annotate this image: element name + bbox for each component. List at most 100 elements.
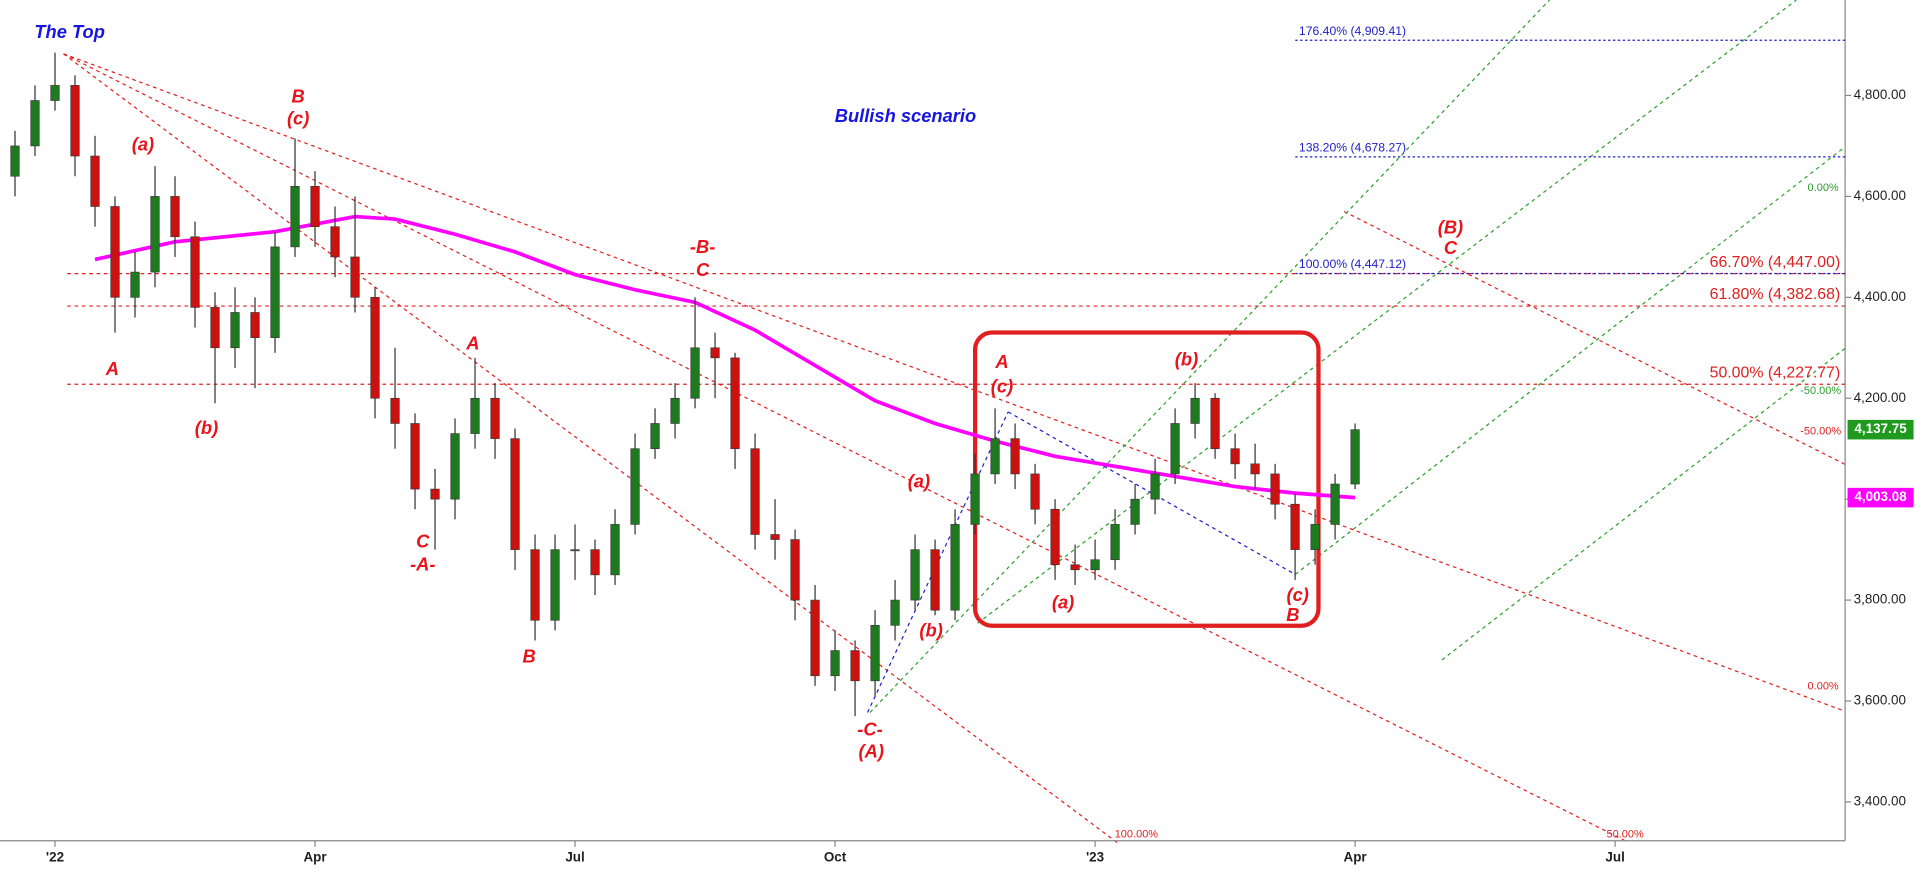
channel-line	[1343, 210, 1846, 465]
candle-body	[10, 145, 20, 177]
candle-body	[1110, 524, 1120, 561]
candle-body	[1330, 483, 1340, 525]
candle-body	[1150, 473, 1160, 500]
channel-label: 50.00%	[1607, 829, 1644, 841]
wave-label: (a)	[1052, 592, 1074, 613]
candle-body	[990, 438, 1000, 475]
candle-body	[370, 297, 380, 399]
wave-label: C	[1444, 237, 1458, 258]
fib-label: 66.70% (4,447.00)	[1710, 254, 1841, 271]
channel-label: 0.00%	[1808, 681, 1839, 693]
wave-label: -A-	[410, 554, 435, 575]
y-tick-label: 4,200.00	[1854, 390, 1906, 405]
candle-body	[430, 488, 440, 500]
candle-body	[90, 155, 100, 207]
channel-line	[977, 0, 1797, 624]
candle-body	[130, 271, 140, 298]
candle-body	[1350, 429, 1360, 485]
candle-body	[70, 85, 80, 157]
fib-label: 100.00% (4,447.12)	[1299, 257, 1406, 271]
wave-label: -C-	[857, 719, 882, 740]
candle-body	[250, 312, 260, 338]
candle-body	[1230, 448, 1240, 465]
wave-label: C	[696, 259, 710, 280]
candle-body	[1050, 508, 1060, 566]
y-tick-label: 3,400.00	[1854, 793, 1906, 808]
candle-body	[450, 433, 460, 500]
wave-label: -B-	[690, 236, 715, 257]
candle-body	[870, 625, 880, 682]
wave-label: Bullish scenario	[835, 105, 976, 126]
candle-body	[670, 397, 680, 424]
wave-label: A	[994, 351, 1008, 372]
fib-label: 138.20% (4,678.27)	[1299, 141, 1406, 155]
wave-label: C	[416, 530, 430, 551]
wave-label: B	[1286, 604, 1299, 625]
candle-body	[1310, 524, 1320, 550]
channel-label: 0.00%	[1808, 182, 1839, 194]
candle-body	[830, 650, 840, 677]
candle-body	[930, 549, 940, 611]
channel-line	[63, 53, 1846, 712]
candle-body	[470, 397, 480, 434]
candle-body	[330, 226, 340, 258]
last-price-box	[1847, 419, 1914, 440]
wave-label: A	[465, 333, 479, 354]
wave-label: B	[292, 86, 305, 107]
candle-body	[810, 599, 820, 677]
channel-label: -50.00%	[1800, 385, 1841, 397]
last-price-label: 4,137.75	[1854, 421, 1907, 436]
x-tick-label: Oct	[824, 849, 847, 864]
candle-body	[950, 524, 960, 611]
wave-label: The Top	[34, 21, 105, 42]
x-tick-label: Apr	[1344, 849, 1368, 864]
wave-label: (b)	[1175, 348, 1198, 369]
candle-body	[550, 549, 560, 621]
fib-label: 61.80% (4,382.68)	[1710, 286, 1841, 303]
fib-label: 50.00% (4,227.77)	[1710, 364, 1841, 381]
candle-body	[410, 423, 420, 490]
candle-body	[1250, 463, 1260, 475]
y-tick-label: 4,600.00	[1854, 188, 1906, 203]
channel-line	[1294, 146, 1846, 575]
candle-body	[750, 448, 760, 535]
channel-line	[869, 0, 1550, 713]
wave-label: (c)	[991, 375, 1013, 396]
candle-body	[1130, 498, 1140, 525]
channel-line	[63, 53, 1626, 842]
candle-body	[510, 438, 520, 550]
candle-body	[1170, 423, 1180, 475]
candle-body	[1010, 438, 1020, 475]
y-tick-label: 4,400.00	[1854, 289, 1906, 304]
channel-label: 100.00%	[1115, 829, 1159, 841]
candle-body	[630, 448, 640, 525]
candle-body	[590, 549, 600, 576]
candle-body	[1270, 473, 1280, 505]
candle-body	[770, 534, 780, 540]
candle-body	[1210, 397, 1220, 450]
y-tick-label: 3,800.00	[1854, 592, 1906, 607]
wave-label: A	[105, 358, 119, 379]
candle-body	[350, 256, 360, 298]
candle-body	[650, 423, 660, 450]
candle-body	[890, 599, 900, 626]
wave-label: (a)	[908, 471, 930, 492]
x-tick-label: Jul	[565, 849, 584, 864]
wave-label: (c)	[1287, 584, 1309, 605]
x-tick-label: '22	[46, 849, 64, 864]
channel-lines	[63, 0, 1846, 844]
candle-body	[530, 549, 540, 621]
candle-body	[270, 246, 280, 338]
x-tick-label: Jul	[1605, 849, 1624, 864]
candle-body	[1290, 503, 1300, 550]
candle-body	[1090, 559, 1100, 571]
channel-label: -50.00%	[1800, 425, 1841, 437]
candle-body	[850, 650, 860, 682]
candle-body	[230, 312, 240, 349]
x-tick-label: '23	[1086, 849, 1104, 864]
candle-body	[190, 236, 200, 308]
candle-body	[110, 206, 120, 298]
x-tick-label: Apr	[303, 849, 327, 864]
candle-body	[390, 397, 400, 424]
